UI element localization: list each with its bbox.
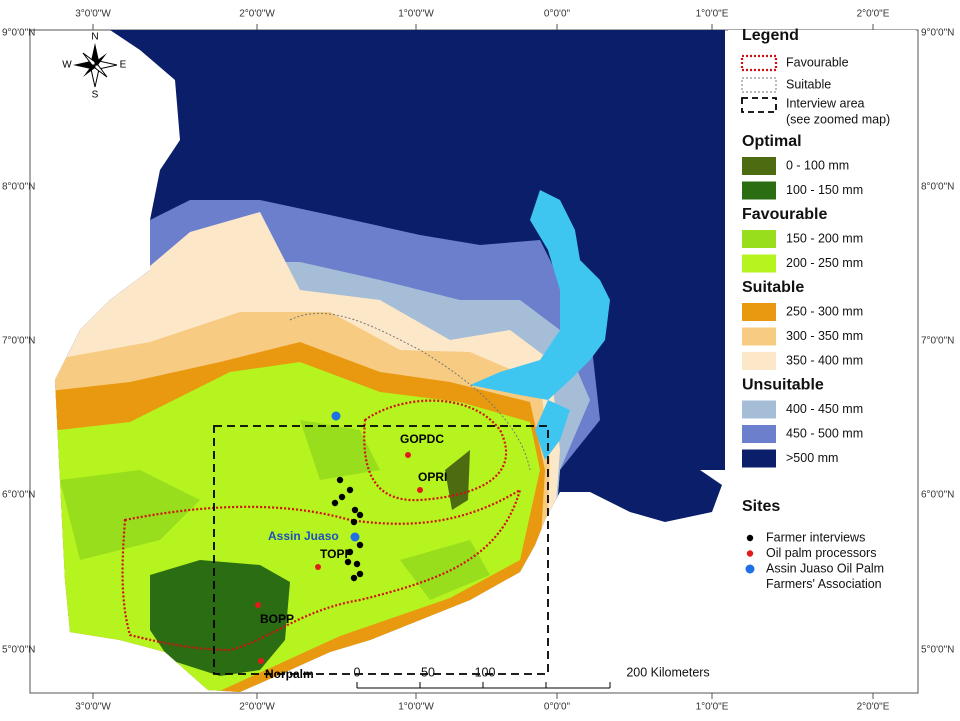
lon-label: 0°0'0" <box>544 702 571 713</box>
rainfall-map <box>55 30 725 692</box>
boundaries <box>121 312 549 675</box>
lon-label: 1°0'0"W <box>398 702 434 713</box>
lat-label: 7°0'0"N <box>921 336 954 347</box>
lon-label: 1°0'0"E <box>696 9 729 20</box>
lat-label: 6°0'0"N <box>921 490 954 501</box>
scale-label: 50 <box>421 665 435 679</box>
lat-label: 5°0'0"N <box>921 645 954 656</box>
legend-label: 300 - 350 mm <box>786 329 863 343</box>
legend-swatch <box>742 449 776 468</box>
legend-label: Favourable <box>786 55 849 69</box>
lon-label: 2°0'0"W <box>239 9 275 20</box>
site-label: BOPP <box>260 612 294 626</box>
legend-label: Farmer interviews <box>766 530 865 544</box>
lon-label: 2°0'0"E <box>857 702 890 713</box>
lat-label: 8°0'0"N <box>921 182 954 193</box>
lon-label: 2°0'0"W <box>239 702 275 713</box>
site-label: TOPP <box>320 547 352 561</box>
lat-label: 6°0'0"N <box>2 490 35 501</box>
lon-label: 2°0'0"E <box>857 9 890 20</box>
scale-bar <box>356 682 611 689</box>
legend-swatch <box>742 181 776 200</box>
lat-label: 8°0'0"N <box>2 182 35 193</box>
legend-heading: Sites <box>742 498 780 515</box>
compass-s: S <box>92 90 99 101</box>
compass-e: E <box>120 60 127 71</box>
scale-label: 200 Kilometers <box>626 665 709 679</box>
legend-label: 0 - 100 mm <box>786 158 849 172</box>
legend-heading: Favourable <box>742 206 827 223</box>
legend-swatch <box>742 230 776 248</box>
lon-label: 3°0'0"W <box>75 9 111 20</box>
legend-heading: Optimal <box>742 133 802 150</box>
legend-label: (see zoomed map) <box>786 112 890 126</box>
legend-swatch <box>740 54 778 72</box>
compass: N S E W <box>62 32 126 101</box>
legend-swatch <box>742 352 776 370</box>
lat-label: 9°0'0"N <box>2 28 35 39</box>
legend-label: 150 - 200 mm <box>786 231 863 245</box>
site-label: OPRI <box>418 470 447 484</box>
legend-swatch <box>742 303 776 321</box>
legend-label: 400 - 450 mm <box>786 402 863 416</box>
legend-label: 350 - 400 mm <box>786 353 863 367</box>
legend-label: Interview area <box>786 96 865 110</box>
legend-heading: Suitable <box>742 279 804 296</box>
site-label: Norpalm <box>265 667 314 681</box>
legend-label: 100 - 150 mm <box>786 183 863 197</box>
legend-label: Suitable <box>786 77 831 91</box>
legend-label: Assin Juaso Oil Palm <box>766 561 884 575</box>
lon-label: 3°0'0"W <box>75 702 111 713</box>
legend-label: Farmers' Association <box>766 577 882 591</box>
scale-label: 100 <box>475 665 496 679</box>
legend-label: >500 mm <box>786 451 838 465</box>
legend-swatch <box>742 157 776 175</box>
legend-dot <box>746 550 754 557</box>
legend-label: 450 - 500 mm <box>786 426 863 440</box>
compass-w: W <box>62 60 72 71</box>
legend-title: Legend <box>742 27 799 44</box>
legend-swatch <box>741 97 777 113</box>
legend-swatch <box>741 77 777 93</box>
lat-label: 7°0'0"N <box>2 336 35 347</box>
lat-label: 9°0'0"N <box>921 28 954 39</box>
lon-label: 0°0'0" <box>544 9 571 20</box>
legend-label: 250 - 300 mm <box>786 304 863 318</box>
legend-swatch <box>742 425 776 443</box>
legend-heading: Unsuitable <box>742 377 824 394</box>
legend-swatch <box>742 400 776 419</box>
legend-label: 200 - 250 mm <box>786 256 863 270</box>
site-label: Assin Juaso <box>268 529 339 543</box>
legend-swatch <box>742 254 776 273</box>
site-points <box>255 411 423 664</box>
scale-label: 0 <box>354 665 361 679</box>
legend-dot <box>745 564 755 574</box>
legend-label: Oil palm processors <box>766 546 876 560</box>
lon-label: 1°0'0"W <box>398 9 434 20</box>
site-label: GOPDC <box>400 432 444 446</box>
compass-n: N <box>91 32 98 43</box>
lon-label: 1°0'0"E <box>696 702 729 713</box>
lat-label: 5°0'0"N <box>2 645 35 656</box>
legend-swatch <box>742 327 776 346</box>
legend-dot <box>746 534 754 542</box>
